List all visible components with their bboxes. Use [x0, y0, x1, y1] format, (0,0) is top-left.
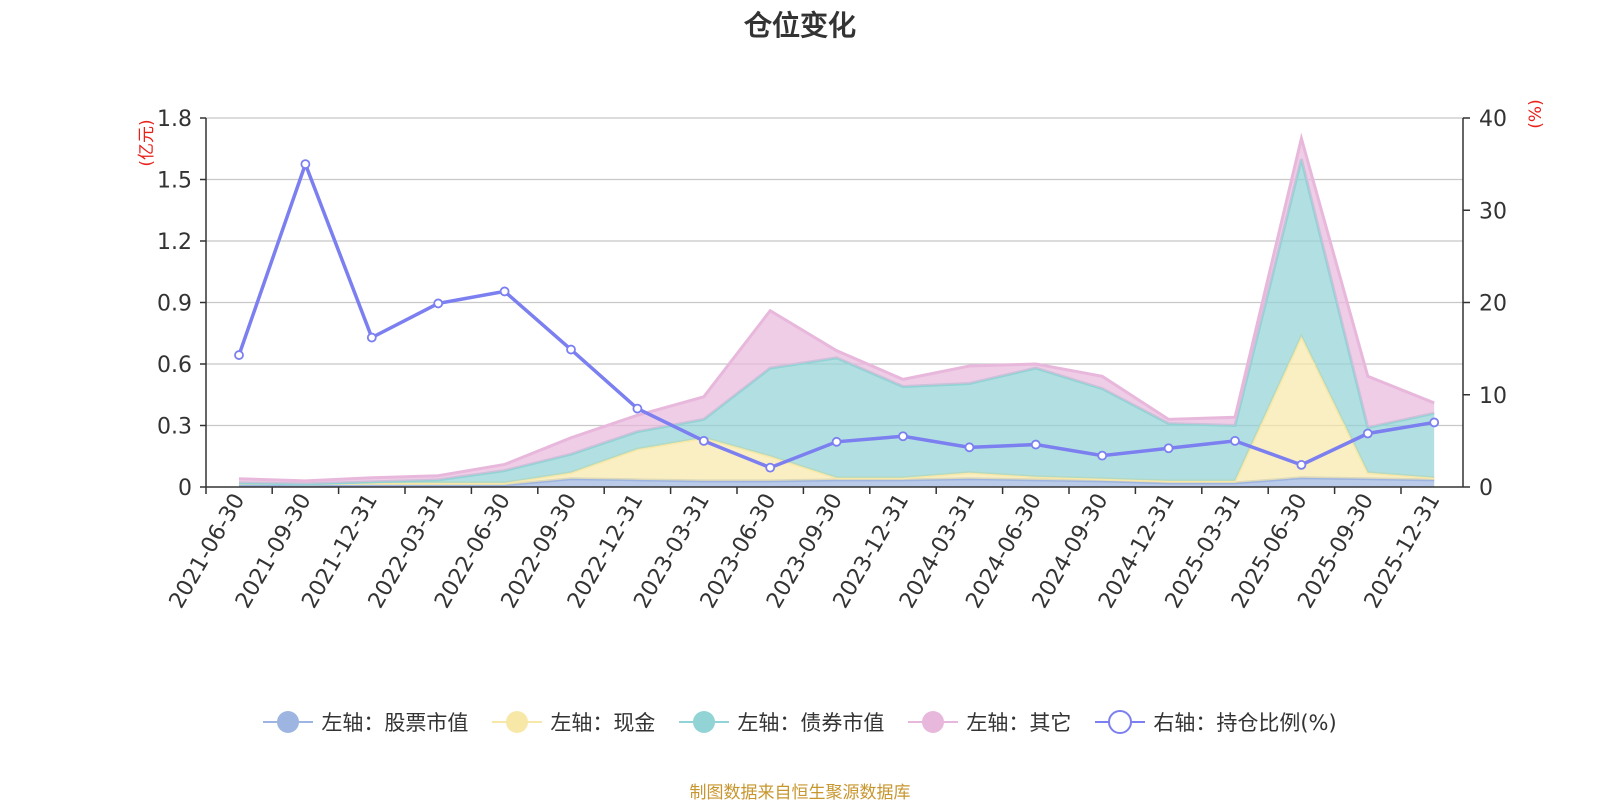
- legend-item[interactable]: 右轴：持仓比例(%): [1095, 707, 1337, 737]
- right-axis-tick-label: 30: [1479, 199, 1507, 224]
- stacked-areas: [238, 132, 1435, 487]
- legend-marker: [908, 711, 959, 733]
- legend-label: 左轴：现金: [550, 711, 656, 735]
- ratio-line-point: [964, 442, 975, 453]
- ratio-line-point: [566, 344, 576, 355]
- legend-marker: [679, 711, 730, 733]
- ratio-line-point: [1362, 428, 1373, 439]
- ratio-line-point: [1030, 439, 1041, 450]
- ratio-line-point: [632, 403, 643, 414]
- ratio-line-point: [698, 435, 709, 446]
- ratio-line-point: [433, 298, 444, 309]
- ratio-line: [234, 159, 1440, 473]
- ratio-line-point: [499, 286, 510, 297]
- legend-marker: [1095, 710, 1146, 734]
- right-axis-tick-label: 10: [1479, 384, 1507, 409]
- ratio-line-point: [1230, 435, 1240, 446]
- right-axis-tick-label: 20: [1479, 292, 1507, 317]
- ratio-line-point: [1429, 417, 1440, 428]
- area-左轴：股票市值: [239, 477, 1435, 487]
- ratio-line-point: [1296, 459, 1307, 470]
- ratio-line-point: [898, 431, 908, 442]
- left-axis-tick-label: 1.8: [157, 107, 192, 132]
- ratio-line-point: [1163, 443, 1174, 454]
- legend-item[interactable]: 左轴：股票市值: [263, 707, 468, 737]
- legend-item[interactable]: 左轴：其它: [908, 707, 1071, 737]
- right-axis-tick-label: 0: [1479, 476, 1493, 501]
- chart-title: 仓位变化: [743, 9, 856, 42]
- legend-marker: [492, 711, 543, 733]
- left-axis-tick-label: 1.2: [157, 230, 192, 255]
- right-axis-unit: (%): [1526, 99, 1546, 128]
- ratio-line-point: [765, 462, 776, 473]
- left-axis-tick-label: 1.5: [157, 169, 192, 194]
- right-axis-tick-label: 40: [1479, 107, 1507, 132]
- area-edge-左轴：其它: [238, 132, 1435, 483]
- ratio-line-point: [234, 350, 244, 360]
- ratio-line-point: [366, 332, 377, 343]
- legend-label: 右轴：持仓比例(%): [1153, 711, 1337, 735]
- left-axis-tick-label: 0.3: [157, 415, 192, 440]
- left-axis-unit: (亿元): [137, 119, 157, 166]
- area-左轴：债券市值: [239, 159, 1435, 484]
- legend-item[interactable]: 左轴：债券市值: [679, 707, 884, 737]
- legend-marker: [263, 711, 314, 733]
- ratio-line-point: [1097, 450, 1108, 461]
- ratio-line-point: [300, 159, 311, 170]
- left-axis-tick-label: 0: [178, 476, 192, 501]
- left-axis-tick-label: 0.6: [157, 353, 192, 378]
- ratio-line-point: [831, 436, 842, 447]
- legend-item[interactable]: 左轴：现金: [492, 707, 655, 737]
- legend-label: 左轴：债券市值: [737, 711, 885, 735]
- legend-label: 左轴：股票市值: [321, 711, 469, 735]
- left-axis-tick-label: 0.9: [157, 292, 192, 317]
- area-左轴：现金: [239, 336, 1435, 485]
- legend-label: 左轴：其它: [966, 711, 1072, 735]
- data-source-note: 制图数据来自恒生聚源数据库: [689, 783, 911, 803]
- legend: 左轴：股票市值 左轴：现金 左轴：债券市值 左轴：其它 右轴：持仓比例(%): [0, 705, 1600, 739]
